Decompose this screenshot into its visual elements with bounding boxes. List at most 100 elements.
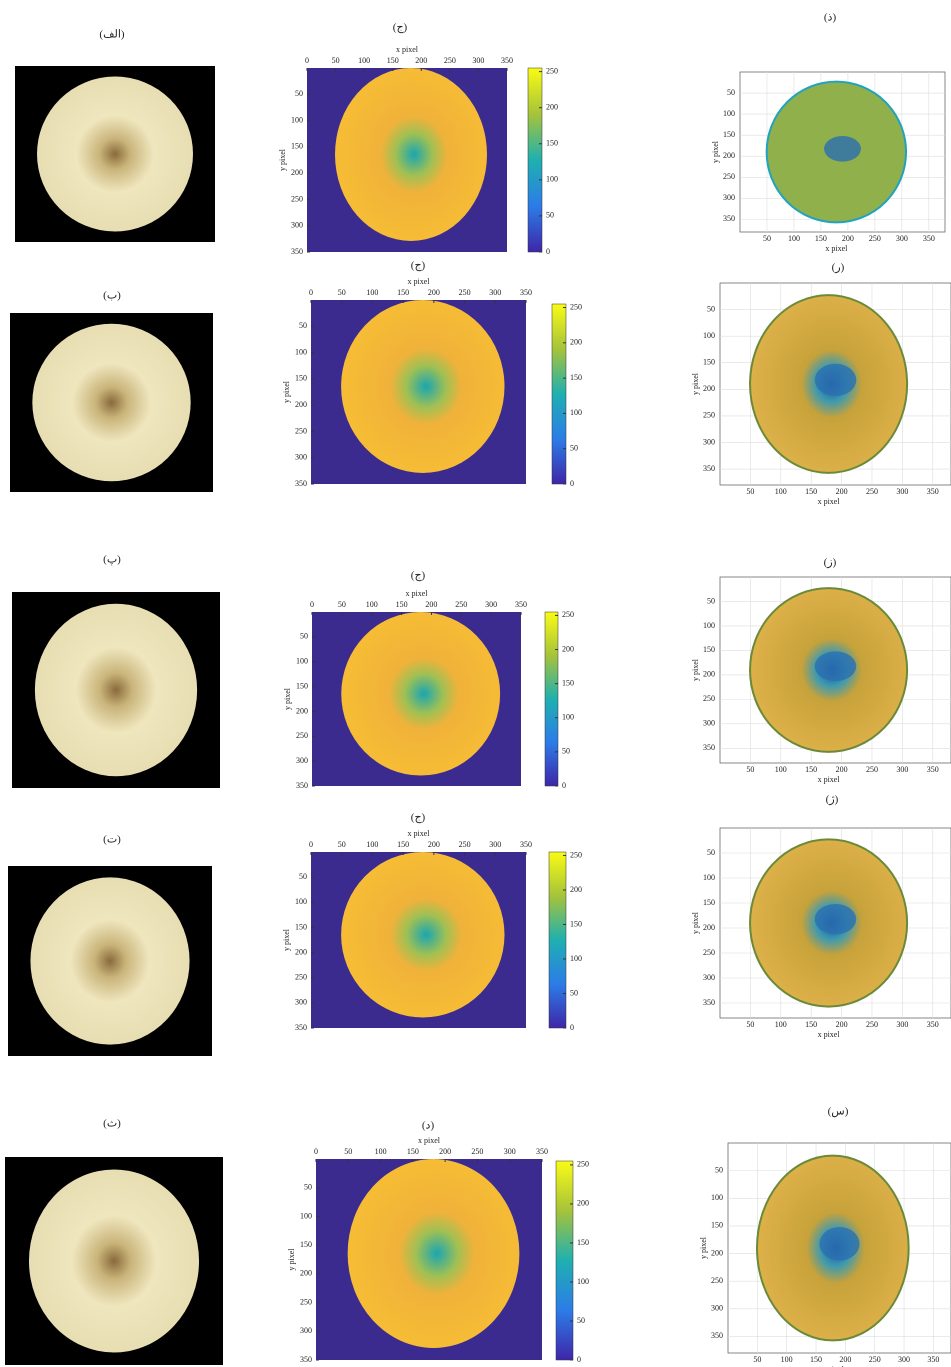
x-tick-label: 300: [489, 840, 501, 849]
panel-label: (ر): [832, 262, 845, 274]
y-tick-label: 350: [291, 247, 303, 256]
x-tick-label: 300: [896, 765, 908, 774]
x-tick-label: 350: [536, 1147, 548, 1156]
y-axis-label: y pixel: [278, 148, 287, 171]
y-tick-label: 300: [723, 193, 735, 202]
x-tick-label: 100: [375, 1147, 387, 1156]
y-tick-label: 350: [711, 1331, 723, 1340]
heatmap-region: [335, 68, 487, 241]
y-tick-label: 350: [295, 1023, 307, 1032]
y-tick-label: 250: [723, 172, 735, 181]
contour-core: [815, 651, 857, 681]
heatmap-region: [348, 1159, 520, 1348]
banana-slice: [32, 324, 190, 482]
y-tick-label: 150: [291, 142, 303, 151]
x-axis-label: x pixel: [408, 829, 431, 838]
y-tick-label: 350: [703, 998, 715, 1007]
y-tick-label: 100: [291, 115, 303, 124]
x-tick-label: 50: [338, 600, 346, 609]
y-tick-label: 200: [291, 168, 303, 177]
x-tick-label: 300: [896, 487, 908, 496]
y-tick-label: 200: [703, 384, 715, 393]
panel-label: (ژ): [826, 794, 839, 806]
y-tick-label: 300: [711, 1304, 723, 1313]
x-tick-label: 0: [309, 288, 313, 297]
x-tick-label: 50: [746, 765, 754, 774]
x-tick-label: 200: [839, 1355, 851, 1364]
colorbar-tick-label: 100: [577, 1277, 589, 1286]
x-tick-label: 350: [927, 1355, 939, 1364]
x-axis-label: x pixel: [818, 1030, 841, 1039]
y-tick-label: 150: [703, 645, 715, 654]
y-tick-label: 50: [707, 848, 715, 857]
colorbar-tick-label: 200: [562, 644, 574, 653]
colorbar-tick-label: 50: [546, 211, 554, 220]
y-tick-label: 250: [295, 973, 307, 982]
panel-label: (ج): [411, 260, 426, 272]
colorbar: [528, 68, 542, 252]
y-axis-label: y pixel: [691, 658, 700, 681]
x-tick-label: 50: [332, 56, 340, 65]
colorbar-tick-label: 0: [546, 247, 550, 256]
x-tick-label: 250: [455, 600, 467, 609]
y-tick-label: 50: [299, 321, 307, 330]
x-tick-label: 300: [489, 288, 501, 297]
x-tick-label: 100: [775, 1020, 787, 1029]
y-axis-label: y pixel: [691, 911, 700, 934]
y-tick-label: 150: [711, 1221, 723, 1230]
y-tick-label: 200: [723, 151, 735, 160]
x-tick-label: 150: [815, 234, 827, 243]
panel-label: (ج): [411, 570, 426, 582]
x-tick-label: 100: [366, 600, 378, 609]
colorbar-tick-label: 200: [570, 338, 582, 347]
x-tick-label: 250: [459, 288, 471, 297]
banana-slice: [30, 877, 189, 1044]
x-tick-label: 200: [415, 56, 427, 65]
y-tick-label: 300: [703, 719, 715, 728]
y-tick-label: 50: [295, 89, 303, 98]
y-tick-label: 300: [295, 453, 307, 462]
y-tick-label: 100: [703, 621, 715, 630]
y-tick-label: 250: [703, 948, 715, 957]
x-tick-label: 50: [763, 234, 771, 243]
x-tick-label: 350: [520, 288, 532, 297]
y-tick-label: 100: [711, 1193, 723, 1202]
y-tick-label: 200: [703, 670, 715, 679]
x-tick-label: 150: [387, 56, 399, 65]
y-tick-label: 50: [304, 1183, 312, 1192]
colorbar-tick-label: 150: [577, 1238, 589, 1247]
x-tick-label: 250: [444, 56, 456, 65]
x-axis-label: x pixel: [825, 244, 848, 253]
y-axis-label: y pixel: [283, 687, 292, 710]
x-tick-label: 50: [338, 840, 346, 849]
colorbar-tick-label: 100: [570, 408, 582, 417]
x-tick-label: 200: [842, 234, 854, 243]
x-tick-label: 350: [501, 56, 513, 65]
x-tick-label: 150: [805, 1020, 817, 1029]
x-tick-label: 50: [753, 1355, 761, 1364]
y-tick-label: 100: [703, 331, 715, 340]
y-tick-label: 150: [295, 374, 307, 383]
x-axis-label: x pixel: [818, 497, 841, 506]
y-tick-label: 250: [296, 731, 308, 740]
panel-label: (ز): [824, 557, 837, 569]
contour-core: [815, 364, 857, 396]
y-tick-label: 150: [296, 681, 308, 690]
colorbar-tick-label: 250: [546, 66, 558, 75]
x-tick-label: 200: [836, 1020, 848, 1029]
y-tick-label: 250: [300, 1297, 312, 1306]
panel-label: (پ): [103, 554, 121, 566]
y-tick-label: 50: [299, 872, 307, 881]
figure: (الف)(ج)x pixel0501001502002503003505010…: [0, 0, 951, 1367]
colorbar: [556, 1161, 573, 1360]
y-tick-label: 100: [300, 1211, 312, 1220]
y-tick-label: 350: [723, 214, 735, 223]
y-tick-label: 300: [703, 437, 715, 446]
panel-label: (س): [828, 1106, 849, 1118]
x-tick-label: 200: [836, 765, 848, 774]
colorbar-tick-label: 0: [570, 479, 574, 488]
heatmap-region: [341, 612, 500, 776]
x-tick-label: 150: [397, 288, 409, 297]
x-tick-label: 300: [472, 56, 484, 65]
x-tick-label: 300: [896, 1020, 908, 1029]
